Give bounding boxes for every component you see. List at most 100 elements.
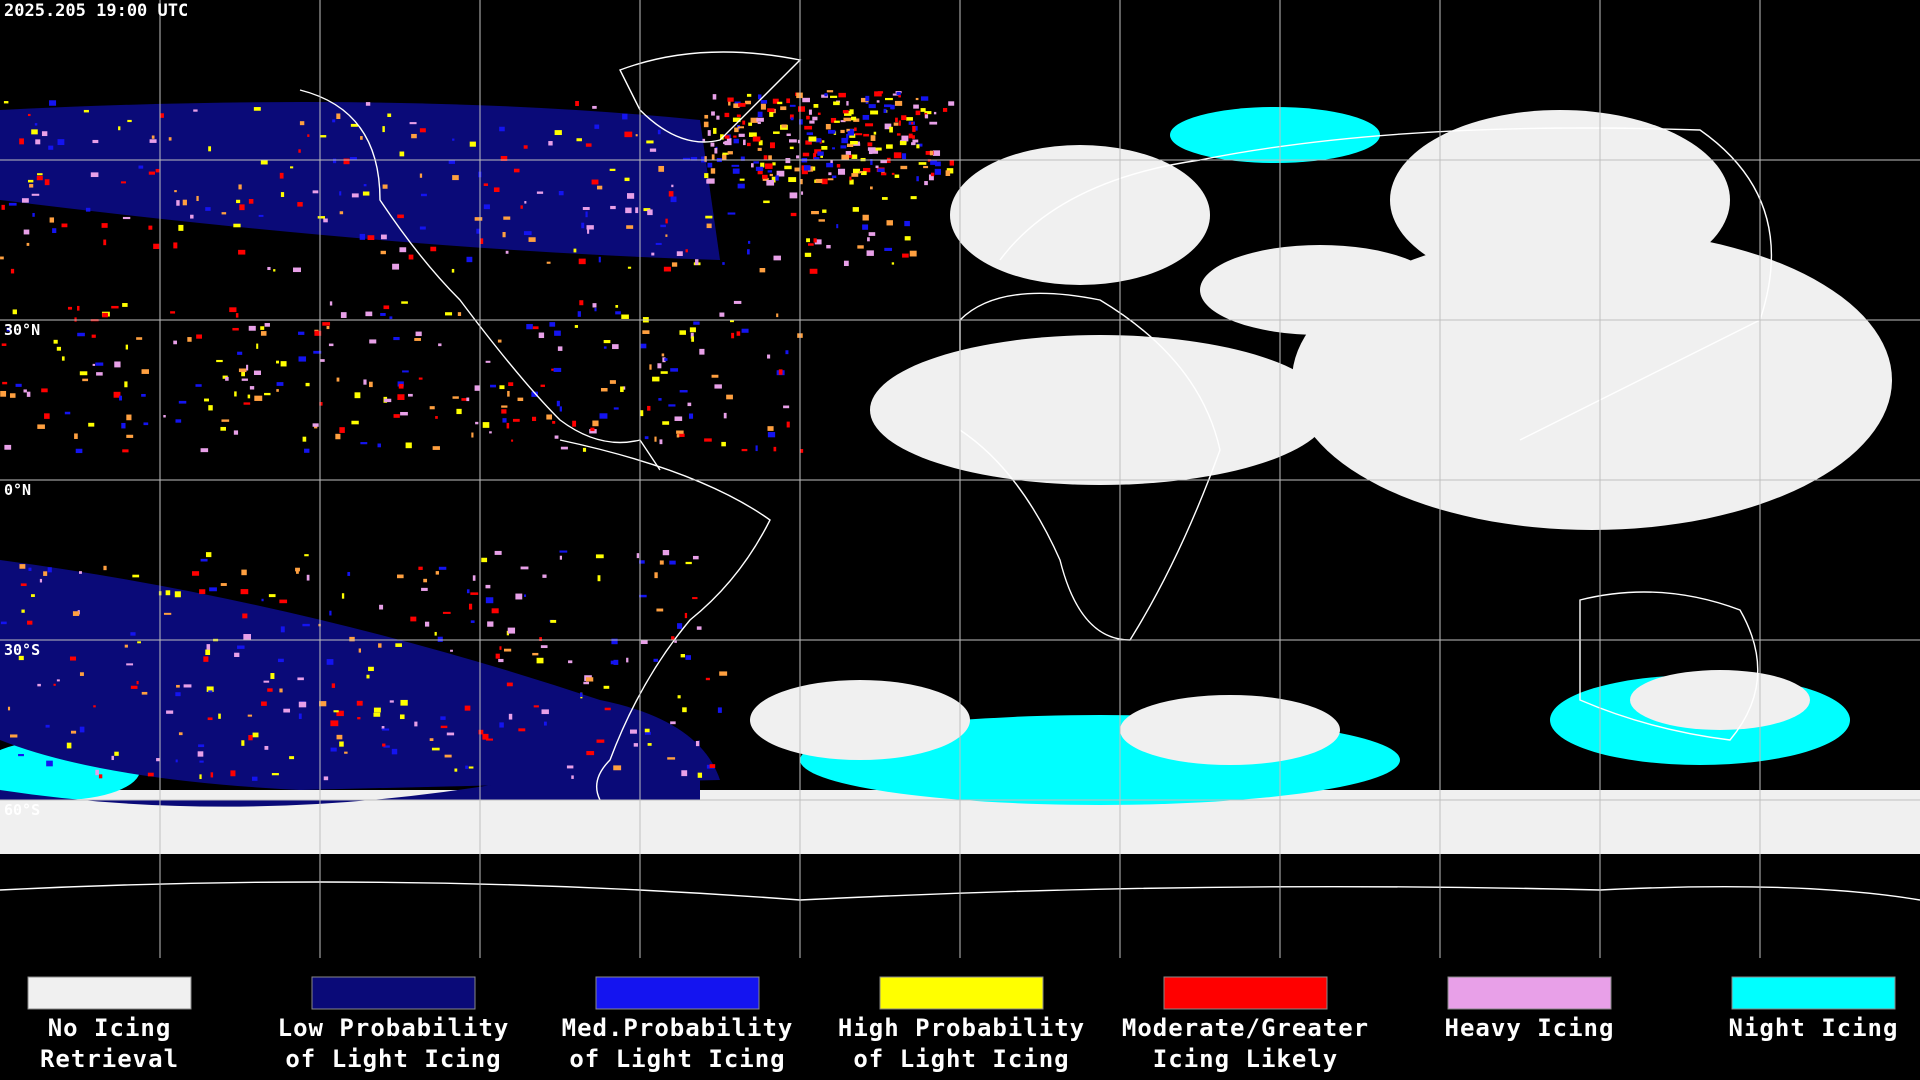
speckle bbox=[333, 710, 339, 713]
speckle bbox=[41, 131, 48, 137]
speckle bbox=[349, 636, 355, 642]
speckle bbox=[298, 331, 305, 335]
speckle bbox=[836, 164, 841, 168]
speckle bbox=[916, 144, 920, 149]
speckle bbox=[18, 753, 24, 757]
cloud-north-asia bbox=[1390, 110, 1730, 290]
speckle bbox=[304, 448, 310, 453]
speckle bbox=[438, 566, 447, 570]
speckle bbox=[304, 554, 309, 557]
speckle bbox=[401, 301, 408, 304]
speckle bbox=[421, 587, 428, 591]
speckle bbox=[589, 429, 597, 434]
legend-label: of Light Icing bbox=[569, 1045, 785, 1073]
speckle bbox=[481, 557, 488, 563]
speckle bbox=[127, 119, 132, 123]
speckle bbox=[7, 706, 11, 711]
speckle bbox=[692, 597, 698, 600]
speckle bbox=[31, 129, 38, 135]
speckle bbox=[122, 216, 131, 220]
speckle bbox=[396, 574, 404, 579]
speckle bbox=[662, 421, 670, 425]
speckle bbox=[132, 574, 140, 578]
speckle bbox=[845, 151, 851, 155]
speckle bbox=[574, 325, 579, 328]
speckle bbox=[238, 184, 242, 190]
speckle bbox=[503, 216, 511, 220]
speckle bbox=[826, 244, 831, 249]
speckle bbox=[411, 133, 417, 139]
speckle bbox=[402, 370, 409, 373]
speckle bbox=[56, 346, 62, 351]
speckle bbox=[676, 434, 680, 438]
speckle bbox=[15, 383, 22, 387]
speckle bbox=[93, 705, 96, 708]
speckle bbox=[807, 166, 814, 172]
speckle bbox=[924, 114, 929, 119]
speckle bbox=[380, 234, 387, 240]
speckle bbox=[475, 421, 479, 425]
speckle bbox=[682, 707, 687, 713]
speckle bbox=[769, 111, 774, 117]
speckle bbox=[783, 405, 790, 409]
speckle bbox=[435, 571, 439, 575]
speckle bbox=[786, 98, 791, 104]
speckle bbox=[736, 114, 741, 118]
speckle bbox=[173, 242, 178, 249]
speckle bbox=[252, 732, 259, 738]
speckle bbox=[865, 123, 874, 127]
speckle bbox=[138, 165, 144, 169]
speckle bbox=[45, 724, 50, 728]
speckle bbox=[539, 637, 542, 642]
speckle bbox=[767, 170, 773, 173]
speckle bbox=[830, 117, 837, 123]
speckle bbox=[429, 738, 434, 742]
speckle bbox=[676, 430, 684, 434]
speckle bbox=[759, 268, 766, 273]
speckle bbox=[362, 191, 370, 196]
speckle bbox=[594, 307, 597, 312]
lat-label: 30°S bbox=[4, 641, 40, 659]
speckle bbox=[843, 260, 849, 267]
speckle bbox=[880, 160, 888, 164]
speckle bbox=[400, 411, 408, 416]
speckle bbox=[668, 191, 674, 197]
speckle bbox=[654, 436, 657, 442]
speckle bbox=[699, 348, 705, 355]
speckle bbox=[808, 109, 812, 115]
speckle bbox=[205, 552, 212, 558]
speckle bbox=[815, 178, 823, 184]
speckle bbox=[621, 314, 629, 319]
speckle bbox=[786, 421, 790, 428]
speckle bbox=[928, 174, 934, 181]
speckle bbox=[577, 311, 581, 317]
speckle bbox=[183, 684, 192, 688]
speckle bbox=[23, 389, 27, 393]
speckle bbox=[813, 153, 817, 160]
speckle bbox=[622, 113, 628, 120]
speckle bbox=[868, 104, 876, 109]
speckle bbox=[285, 709, 290, 713]
speckle bbox=[187, 337, 192, 342]
speckle bbox=[305, 382, 310, 387]
speckle bbox=[279, 172, 284, 179]
speckle bbox=[468, 603, 473, 610]
speckle bbox=[827, 178, 834, 181]
speckle bbox=[886, 220, 893, 226]
speckle bbox=[323, 776, 329, 781]
speckle bbox=[784, 165, 792, 170]
speckle bbox=[236, 199, 241, 204]
speckle bbox=[900, 165, 908, 170]
speckle bbox=[724, 112, 730, 118]
speckle bbox=[339, 427, 345, 433]
speckle bbox=[852, 168, 861, 174]
speckle bbox=[671, 636, 675, 640]
speckle bbox=[197, 751, 204, 757]
speckle bbox=[813, 104, 819, 108]
speckle bbox=[701, 156, 707, 163]
speckle bbox=[28, 567, 32, 571]
speckle bbox=[79, 371, 88, 376]
speckle bbox=[373, 712, 381, 717]
speckle bbox=[703, 121, 709, 128]
speckle bbox=[114, 751, 119, 756]
